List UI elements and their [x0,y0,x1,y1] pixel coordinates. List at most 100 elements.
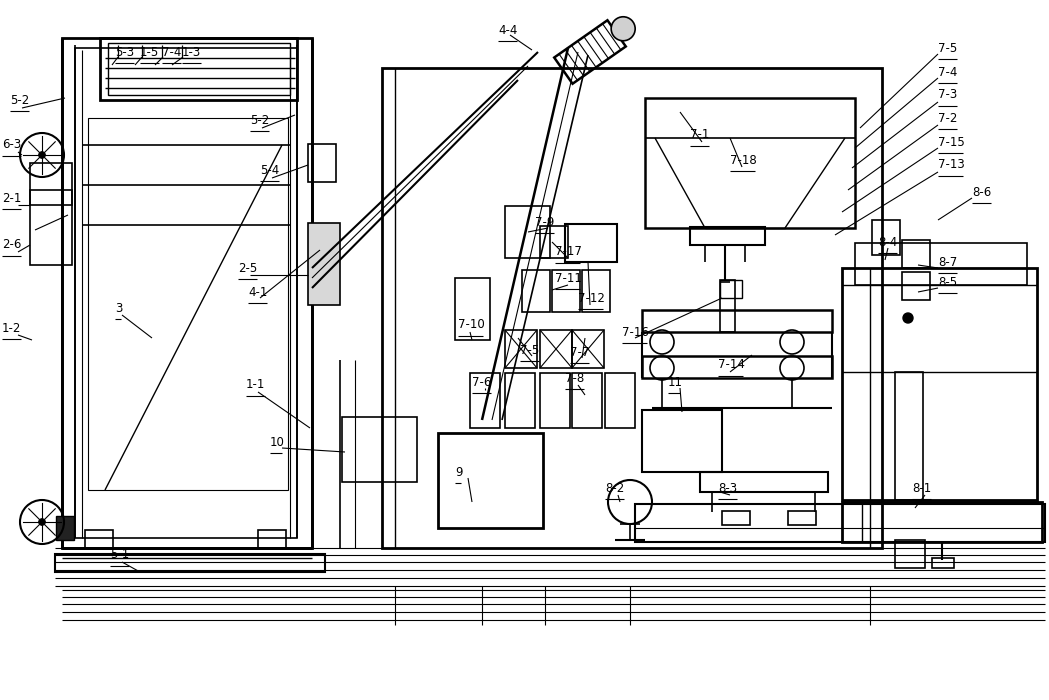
Bar [258,530,286,548]
Bar [565,224,617,262]
Bar [552,270,580,312]
Bar [522,270,550,312]
Bar [505,373,535,428]
Bar [690,227,765,245]
Circle shape [903,313,913,323]
Bar [342,417,418,482]
Text: 7-5: 7-5 [520,344,539,356]
Bar [902,272,930,300]
Text: 1-1: 1-1 [247,379,265,391]
Bar [572,330,604,368]
Bar [108,43,290,95]
Bar [85,530,113,548]
Circle shape [39,519,45,525]
Bar [582,270,611,312]
Text: 1-3: 1-3 [181,46,201,59]
Bar [895,372,923,500]
Text: 7-16: 7-16 [622,326,649,339]
Bar [382,68,882,548]
Text: 7-13: 7-13 [938,158,965,172]
Text: 8-1: 8-1 [912,482,932,494]
Text: 8-5: 8-5 [938,276,957,288]
Text: 7-1: 7-1 [690,129,709,141]
Bar [645,98,855,228]
Bar [720,280,742,298]
Bar [55,554,325,572]
Text: 7-4: 7-4 [162,46,181,59]
Bar [62,38,312,548]
Text: 5-4: 5-4 [260,164,279,176]
Text: 2-5: 2-5 [238,262,257,274]
Bar [895,540,925,568]
Bar [700,472,828,492]
Bar [56,516,74,540]
Bar [470,373,500,428]
Bar [308,144,336,182]
Bar [842,268,1037,500]
Circle shape [612,17,636,41]
Text: 6-3: 6-3 [2,139,21,151]
Text: 8-3: 8-3 [718,482,737,494]
Text: 7-8: 7-8 [565,372,584,384]
Text: 7-17: 7-17 [555,246,582,258]
Text: 7-18: 7-18 [730,153,756,167]
Circle shape [39,152,45,158]
Bar [455,278,490,340]
Text: 7-2: 7-2 [938,111,958,125]
Text: 7-12: 7-12 [578,291,605,304]
Text: 8-2: 8-2 [605,482,624,494]
Bar [572,373,602,428]
Text: 2-1: 2-1 [2,192,21,204]
Bar [74,48,297,538]
Bar [438,433,543,528]
Bar [902,240,930,268]
Bar [722,511,750,525]
Text: 1-5: 1-5 [140,46,159,59]
Text: 7-11: 7-11 [555,272,582,284]
Text: 3: 3 [115,302,123,314]
Text: 7-9: 7-9 [535,216,554,228]
Text: 8-4: 8-4 [878,235,897,248]
Text: 11: 11 [668,375,683,389]
Text: 2-6: 2-6 [2,239,21,251]
Bar [872,220,900,255]
Text: 7-10: 7-10 [458,318,485,332]
Text: 5-1: 5-1 [110,549,129,561]
Bar [505,330,537,368]
Text: 7-5: 7-5 [938,41,958,55]
Bar [642,356,832,378]
Text: 4-4: 4-4 [498,24,517,36]
Text: 7-14: 7-14 [718,358,745,372]
Text: 7-3: 7-3 [938,88,958,102]
Text: 1-2: 1-2 [2,321,21,335]
Bar [720,280,735,332]
Text: 7-7: 7-7 [570,346,590,358]
Bar [635,504,1045,542]
Text: 8-7: 8-7 [938,256,958,269]
Bar [540,373,570,428]
Text: 5-2: 5-2 [10,94,29,106]
Bar [932,558,954,568]
Text: 9: 9 [455,466,463,479]
Text: 7-4: 7-4 [938,66,958,78]
Bar [642,310,832,332]
Bar [605,373,635,428]
Bar [308,223,340,305]
Bar [540,226,568,258]
Bar [88,118,288,490]
Bar [642,410,722,472]
Bar [788,511,816,525]
Bar [540,330,572,368]
Bar [30,163,72,205]
Bar [505,206,550,258]
Text: 5-2: 5-2 [250,113,270,127]
Text: 7-6: 7-6 [472,375,491,389]
Text: 7-15: 7-15 [938,136,965,148]
Text: 5-3: 5-3 [115,46,134,59]
Bar [855,243,1027,285]
Bar [842,502,1042,542]
Text: 4-1: 4-1 [248,286,267,298]
Bar [100,38,297,100]
Bar [30,190,72,265]
Text: 8-6: 8-6 [972,186,991,199]
